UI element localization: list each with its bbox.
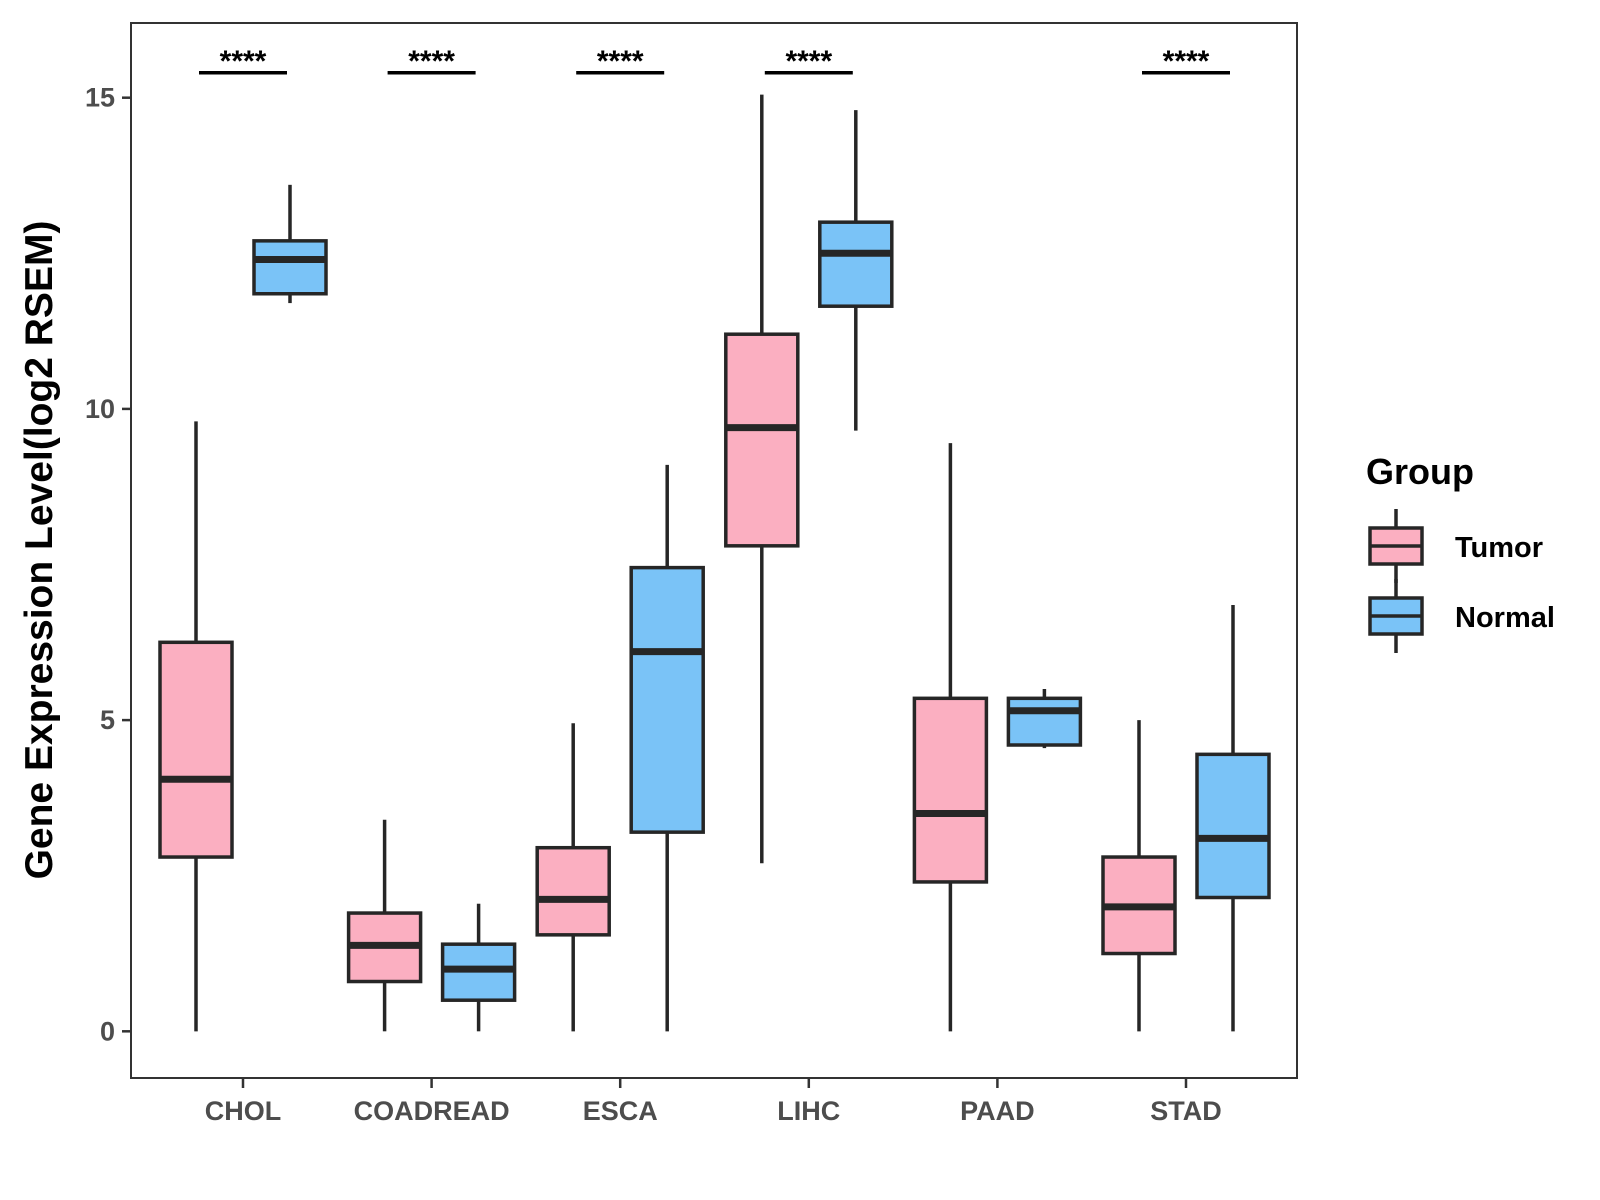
iqr-box-esca-tumor	[535, 845, 611, 937]
box-stad-normal	[1195, 604, 1271, 1032]
x-tick-label-chol: CHOL	[205, 1096, 282, 1126]
y-tick-label-15: 15	[85, 83, 115, 113]
box-stad-tumor	[1101, 720, 1177, 1032]
iqr-box-lihc-tumor	[724, 332, 800, 548]
y-tick-label-5: 5	[100, 705, 115, 735]
legend-key-normal	[1368, 579, 1424, 653]
box-esca-tumor	[535, 723, 611, 1032]
plot-marks: **** **** **** **** ****	[158, 45, 1271, 1032]
y-axis-title: Gene Expression Level(log2 RSEM)	[18, 221, 61, 880]
box-paad-normal	[1006, 688, 1083, 749]
y-tick-label-0: 0	[100, 1016, 115, 1046]
box-chol-tumor	[158, 421, 234, 1032]
iqr-box-lihc-normal	[818, 220, 894, 308]
x-tick-label-lihc: LIHC	[777, 1096, 840, 1126]
legend-keys	[1368, 509, 1424, 653]
legend-label-tumor: Tumor	[1455, 532, 1543, 564]
x-tick-label-coadread: COADREAD	[354, 1096, 510, 1126]
box-coadread-normal	[440, 903, 517, 1032]
plot-panel-border	[130, 22, 1298, 1079]
significance-label-coadread: ****	[408, 45, 455, 78]
iqr-box-esca-normal	[629, 565, 705, 834]
legend-title: Group	[1366, 451, 1474, 492]
box-paad-tumor	[912, 443, 989, 1032]
legend-key-tumor	[1368, 509, 1424, 583]
box-lihc-normal	[818, 110, 894, 431]
significance-label-stad: ****	[1163, 45, 1210, 78]
y-tick-label-10: 10	[85, 394, 115, 424]
iqr-box-paad-normal	[1006, 696, 1083, 747]
x-tick-label-paad: PAAD	[960, 1096, 1035, 1126]
box-esca-normal	[629, 464, 705, 1032]
x-tick-label-esca: ESCA	[583, 1096, 658, 1126]
iqr-box-chol-tumor	[158, 640, 234, 859]
significance-label-lihc: ****	[785, 45, 832, 78]
x-tick-label-stad: STAD	[1150, 1096, 1222, 1126]
significance-label-esca: ****	[597, 45, 644, 78]
significance-label-chol: ****	[220, 45, 267, 78]
iqr-box-stad-normal	[1195, 752, 1271, 900]
box-lihc-tumor	[724, 94, 800, 864]
iqr-box-chol-normal	[252, 239, 328, 296]
box-chol-normal	[252, 184, 328, 304]
axes: 0 5 10 15 CHOL COADREAD ESCA LIHC PAAD STAD	[85, 83, 1222, 1126]
box-coadread-tumor	[346, 819, 423, 1032]
legend-label-normal: Normal	[1455, 602, 1555, 634]
legend: Group Tumor Normal	[1366, 451, 1555, 653]
iqr-box-paad-tumor	[912, 696, 989, 884]
